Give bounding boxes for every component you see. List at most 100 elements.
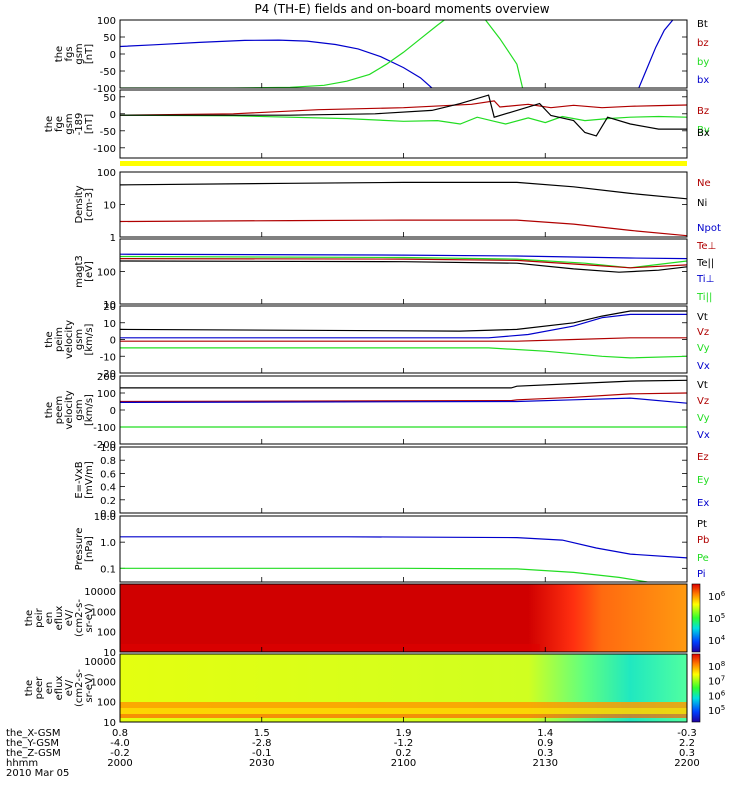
y-axis-label: velocity bbox=[64, 390, 75, 429]
colorbar-tick-exponent: 4 bbox=[721, 634, 726, 642]
y-axis-label: [km/s] bbox=[84, 323, 95, 355]
y-tick-label: 1.0 bbox=[100, 443, 116, 454]
x-tick-label: 1.4 bbox=[537, 728, 553, 739]
y-axis-label: peem bbox=[54, 396, 65, 424]
x-tick-label: -0.3 bbox=[677, 728, 697, 739]
y-tick-label: 0.0 bbox=[100, 509, 116, 520]
y-axis-label: -189 bbox=[74, 113, 85, 136]
colorbar-tick-base: 10 bbox=[708, 691, 721, 702]
legend-entry: Pi bbox=[697, 569, 706, 580]
x-tick-label: 2030 bbox=[249, 758, 274, 769]
colorbar-peir bbox=[691, 583, 701, 653]
x-tick-label: 2.2 bbox=[679, 738, 695, 749]
y-tick-label: 0 bbox=[110, 336, 116, 347]
series-group-peem bbox=[120, 379, 687, 428]
spectrogram-band bbox=[120, 708, 687, 714]
y-axis-label: E=-VxB bbox=[74, 461, 85, 498]
y-tick-label: 50 bbox=[103, 33, 116, 44]
panel-peem: 200 100 0 -100 -200 Vt Vz Vy Vx the peem velocity gs… bbox=[44, 372, 710, 451]
series-line-Bx bbox=[120, 94, 687, 137]
y-tick-label: 0 bbox=[110, 406, 116, 417]
y-tick-label: -10 bbox=[100, 352, 116, 363]
y-tick-label: 0 bbox=[110, 110, 116, 121]
panel-frame-magt3 bbox=[119, 238, 688, 305]
date-label: 2010 Mar 05 bbox=[6, 768, 69, 779]
legend-entry: Ey bbox=[697, 475, 709, 486]
y-axis-label: [nPa] bbox=[84, 536, 95, 562]
y-axis-label: en bbox=[44, 682, 55, 695]
legend-entry: Ni bbox=[697, 198, 707, 209]
colorbar-tick-label: 105 bbox=[708, 704, 725, 717]
y-axis-label: the bbox=[24, 680, 35, 696]
panel-frame-peim bbox=[119, 305, 688, 374]
y-tick-label: -50 bbox=[100, 67, 116, 78]
panel-frame-peem bbox=[119, 375, 688, 445]
legend-entry: Vy bbox=[697, 343, 710, 354]
y-axis-label: gsm bbox=[74, 329, 85, 350]
x-tick-label: 0.8 bbox=[112, 728, 128, 739]
figure-title: P4 (TH-E) fields and on-board moments ov… bbox=[254, 2, 549, 16]
x-axis-row-label: the_Y-GSM bbox=[6, 738, 59, 749]
y-axis-label: magt3 bbox=[74, 255, 85, 288]
panel-frame-density bbox=[119, 171, 688, 238]
legend-entry: Bz bbox=[697, 106, 709, 117]
y-axis-label: velocity bbox=[64, 320, 75, 359]
legend-entry: Vz bbox=[697, 327, 709, 338]
series-line-Pe bbox=[120, 567, 648, 582]
series-group-fgs bbox=[120, 20, 674, 88]
panel-frame-peer bbox=[119, 653, 688, 723]
x-tick-label: 0.9 bbox=[537, 738, 553, 749]
x-axis-row-label: the_X-GSM bbox=[6, 728, 60, 739]
panel-pressure: 10.0 1.0 0.1 Pt Pb Pe Pi Pressure [nPa] bbox=[74, 512, 709, 583]
legend-entry: By bbox=[697, 125, 710, 136]
series-line-Ti|| bbox=[120, 255, 687, 269]
y-tick-label: 10 bbox=[103, 718, 116, 729]
y-axis-label: [km/s] bbox=[84, 394, 95, 426]
colorbar-tick-exponent: 6 bbox=[721, 590, 726, 598]
legend-entry: bz bbox=[697, 38, 709, 49]
y-axis-label: the bbox=[44, 116, 55, 132]
colorbar-peer bbox=[691, 653, 701, 723]
colorbar-tick-base: 10 bbox=[708, 662, 721, 673]
colorbar-tick-base: 10 bbox=[708, 614, 721, 625]
series-line-Te|| bbox=[120, 260, 687, 273]
x-tick-label: -0.1 bbox=[252, 748, 272, 759]
colorbar-tick-label: 108 bbox=[708, 660, 725, 673]
legend-entry: by bbox=[697, 57, 709, 68]
colorbar-tick-exponent: 7 bbox=[721, 675, 725, 683]
y-axis-label: the bbox=[44, 331, 55, 347]
x-tick-label: 0.2 bbox=[396, 748, 412, 759]
colorbar-tick-label: 104 bbox=[708, 634, 726, 647]
legend-entry: Ti⊥ bbox=[696, 274, 714, 285]
y-axis-label: (cm2-s- bbox=[74, 599, 85, 637]
y-tick-label: -100 bbox=[93, 144, 116, 155]
legend-entry: Vx bbox=[697, 361, 710, 372]
y-tick-label: -100 bbox=[93, 423, 116, 434]
y-tick-label: 1000 bbox=[91, 677, 116, 688]
series-line-bx bbox=[638, 20, 674, 88]
series-line-Vz bbox=[120, 337, 687, 342]
series-line-bx bbox=[120, 39, 433, 88]
series-line-Ne bbox=[120, 219, 687, 237]
series-line-by bbox=[120, 20, 446, 88]
y-tick-label: 0.4 bbox=[100, 483, 116, 494]
y-tick-label: 0.6 bbox=[100, 469, 116, 480]
colorbar-tick-base: 10 bbox=[708, 706, 721, 717]
series-line-Vy bbox=[120, 347, 687, 359]
x-axis-row-label: hhmm bbox=[6, 758, 38, 769]
legend-entry: Vx bbox=[697, 430, 710, 441]
legend-entry: Ne bbox=[697, 178, 711, 189]
y-axis-label: peim bbox=[54, 327, 65, 352]
series-line-Vz bbox=[120, 392, 687, 403]
legend-entry: Ex bbox=[697, 498, 709, 509]
x-tick-label: -0.2 bbox=[110, 748, 130, 759]
y-tick-label: -200 bbox=[93, 440, 116, 451]
y-axis-label: gsm bbox=[64, 113, 75, 134]
y-axis-label: [cm-3] bbox=[84, 188, 95, 221]
y-tick-label: 100 bbox=[97, 268, 116, 279]
series-group-magt3 bbox=[120, 253, 687, 273]
colorbar-tick-label: 105 bbox=[708, 612, 725, 625]
